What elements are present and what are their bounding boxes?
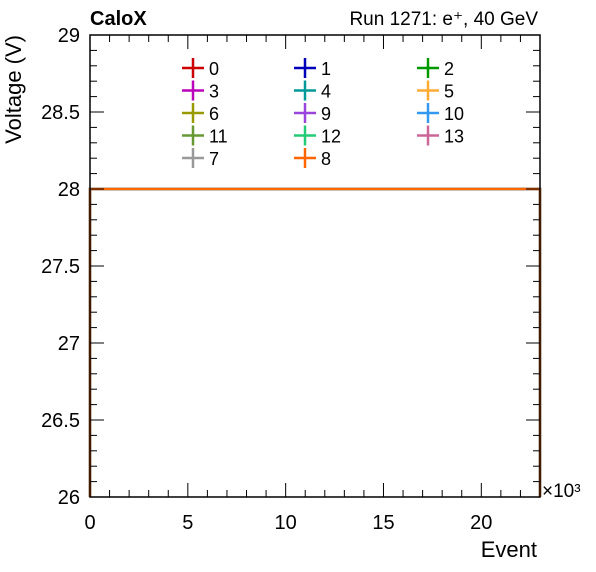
legend-entry-4: 4: [294, 80, 331, 102]
legend-label: 5: [444, 82, 454, 102]
y-tick-label: 27: [58, 333, 80, 355]
legend-entry-2: 2: [417, 58, 454, 79]
legend-label: 8: [321, 149, 331, 169]
series-line-4: [88, 187, 542, 497]
legend-label: 9: [321, 104, 331, 124]
legend-entry-9: 9: [294, 103, 331, 124]
legend-entry-10: 10: [417, 103, 464, 124]
experiment-label: CaloX: [90, 8, 147, 30]
legend-label: 0: [209, 59, 219, 79]
x-tick-label: 5: [182, 512, 193, 534]
legend-entry-13: 13: [417, 125, 464, 147]
legend-entry-5: 5: [417, 80, 454, 102]
series-line-0: [88, 187, 542, 497]
legend-label: 10: [444, 104, 464, 124]
x-multiplier-label: ×10³: [542, 481, 581, 502]
y-tick-label: 29: [58, 25, 80, 47]
legend-entry-0: 0: [182, 58, 219, 79]
y-tick-label: 28.5: [41, 102, 80, 124]
series-line-5: [88, 187, 542, 497]
legend-entry-3: 3: [182, 80, 219, 102]
series-line-7: [88, 187, 542, 497]
legend-label: 11: [209, 127, 228, 147]
y-tick-label: 28: [58, 179, 80, 201]
legend-entry-1: 1: [294, 58, 331, 79]
series-line-9: [88, 187, 542, 497]
legend-entry-11: 11: [182, 125, 228, 147]
series-line-6: [88, 187, 542, 497]
legend-entry-6: 6: [182, 103, 219, 124]
series-line-11: [88, 187, 542, 497]
y-tick-label: 26: [58, 487, 80, 509]
run-info-label: Run 1271: e⁺, 40 GeV: [349, 9, 538, 30]
x-tick-label: 20: [470, 512, 492, 534]
x-tick-label: 15: [372, 512, 394, 534]
series-line-2: [88, 187, 542, 497]
series-layer: [88, 187, 542, 497]
y-tick-label: 27.5: [41, 256, 80, 278]
x-tick-label: 0: [84, 512, 95, 534]
legend-label: 3: [209, 82, 219, 102]
legend-label: 2: [444, 59, 454, 79]
series-line-12: [88, 187, 542, 497]
series-line-1: [88, 187, 542, 497]
plot-frame: [89, 34, 541, 498]
legend-label: 6: [209, 104, 219, 124]
legend-label: 13: [444, 127, 464, 147]
x-tick-label: 10: [275, 512, 297, 534]
y-axis-label: Voltage (V): [1, 35, 26, 144]
legend-label: 7: [209, 149, 219, 169]
series-line-13: [88, 187, 542, 497]
legend-entry-7: 7: [182, 148, 219, 169]
series-line-3: [88, 187, 542, 497]
legend-label: 12: [321, 127, 341, 147]
series-line-8: [88, 187, 542, 497]
legend-label: 1: [321, 59, 331, 79]
series-line-10: [88, 187, 542, 497]
legend-entry-8: 8: [294, 148, 331, 169]
y-tick-label: 26.5: [41, 410, 80, 432]
legend-label: 4: [321, 82, 331, 102]
x-axis-label: Event: [481, 537, 537, 562]
legend-entry-12: 12: [294, 125, 341, 147]
